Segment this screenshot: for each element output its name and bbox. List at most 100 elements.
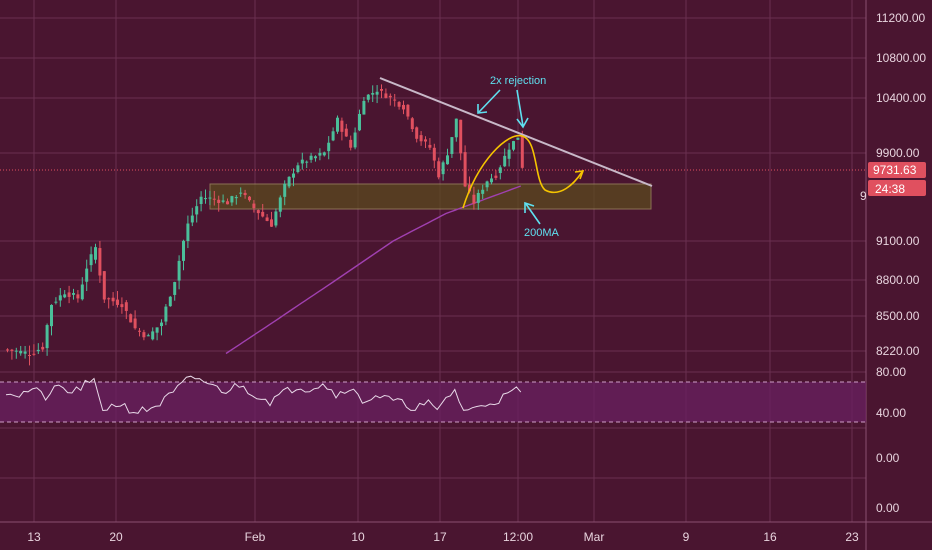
candle-94 — [419, 131, 423, 146]
candle-body — [419, 135, 423, 142]
candle-body — [226, 201, 229, 205]
candle-21 — [98, 240, 102, 283]
candle-4 — [23, 345, 27, 359]
candle-body — [94, 247, 97, 260]
candle-body — [239, 192, 243, 194]
candle-body — [424, 139, 427, 142]
candle-108 — [481, 184, 485, 200]
candle-body — [54, 301, 58, 303]
candle-111 — [494, 170, 498, 181]
support-zone-rect — [209, 183, 652, 210]
candle-body — [441, 162, 445, 175]
axes: 9 11200.0010800.0010400.009900.009100.00… — [27, 11, 926, 544]
candle-92 — [410, 116, 414, 132]
candle-body — [124, 302, 128, 311]
candle-9 — [45, 323, 49, 356]
candle-68 — [305, 160, 309, 169]
candle-body — [164, 306, 168, 322]
candle-body — [133, 318, 137, 329]
candle-body — [208, 197, 212, 199]
time-tick-7: 9 — [683, 530, 690, 544]
candle-body — [14, 350, 18, 352]
projection-arrowhead — [574, 170, 585, 180]
candle-101 — [450, 137, 454, 158]
candle-97 — [432, 143, 436, 169]
candle-body — [459, 119, 463, 154]
candle-91 — [406, 104, 410, 120]
candle-82 — [366, 93, 370, 103]
candle-body — [274, 211, 278, 226]
candle-body — [63, 294, 67, 298]
candle-11 — [54, 297, 58, 305]
time-tick-5: 12:00 — [503, 530, 533, 544]
candle-5 — [28, 345, 31, 366]
candle-59 — [265, 214, 269, 222]
candle-53 — [239, 187, 243, 197]
candle-body — [296, 165, 300, 172]
candle-body — [32, 353, 36, 355]
candle-body — [146, 335, 150, 337]
candle-body — [292, 173, 295, 178]
candle-77 — [344, 123, 348, 137]
candle-body — [344, 128, 348, 137]
candle-body — [314, 156, 317, 159]
candle-body — [58, 295, 62, 301]
candle-104 — [463, 145, 467, 188]
candle-62 — [278, 195, 282, 218]
candle-32 — [146, 333, 150, 337]
candle-19 — [89, 246, 93, 272]
candle-37 — [168, 295, 172, 307]
candle-body — [397, 102, 401, 107]
candle-body — [28, 354, 31, 356]
candle-body — [85, 268, 89, 282]
candle-14 — [67, 285, 71, 304]
candle-35 — [160, 319, 163, 336]
candle-36 — [164, 304, 168, 326]
price-tick-2: 10400.00 — [876, 91, 926, 105]
candle-body — [6, 349, 9, 351]
candle-body — [41, 346, 45, 350]
rsi-band — [0, 381, 866, 423]
candle-body — [195, 206, 199, 215]
candle-body — [50, 304, 53, 327]
candle-body — [507, 149, 511, 159]
candle-body — [300, 159, 304, 164]
trendline — [379, 77, 653, 187]
candle-86 — [384, 88, 388, 99]
candle-13 — [63, 290, 67, 299]
candle-body — [151, 331, 155, 340]
candle-body — [283, 183, 287, 197]
candle-71 — [318, 148, 322, 161]
candle-body — [221, 200, 225, 202]
candle-body — [102, 271, 106, 300]
ma-label: 200MA — [524, 227, 560, 239]
price-tick-4: 9100.00 — [876, 234, 920, 248]
rsi-path — [5, 375, 522, 414]
candle-body — [322, 152, 326, 156]
candle-66 — [296, 162, 300, 174]
candle-10 — [50, 304, 53, 336]
candle-body — [476, 192, 480, 203]
candle-body — [463, 152, 467, 187]
candle-99 — [441, 160, 445, 181]
candle-113 — [503, 148, 507, 168]
candle-body — [265, 217, 269, 221]
candle-26 — [120, 297, 124, 314]
candle-body — [305, 161, 309, 163]
candle-29 — [133, 310, 137, 330]
candle-16 — [76, 290, 80, 303]
candle-41 — [186, 215, 190, 249]
ma200-line — [225, 185, 522, 355]
candle-body — [76, 294, 80, 299]
candle-60 — [270, 211, 273, 227]
candle-103 — [459, 119, 463, 161]
candle-body — [450, 137, 454, 154]
price-tick-3: 9900.00 — [876, 146, 920, 160]
candle-98 — [437, 157, 441, 180]
candle-93 — [415, 126, 419, 143]
candle-body — [402, 104, 405, 110]
candle-body — [120, 304, 124, 308]
candle-51 — [230, 195, 234, 206]
